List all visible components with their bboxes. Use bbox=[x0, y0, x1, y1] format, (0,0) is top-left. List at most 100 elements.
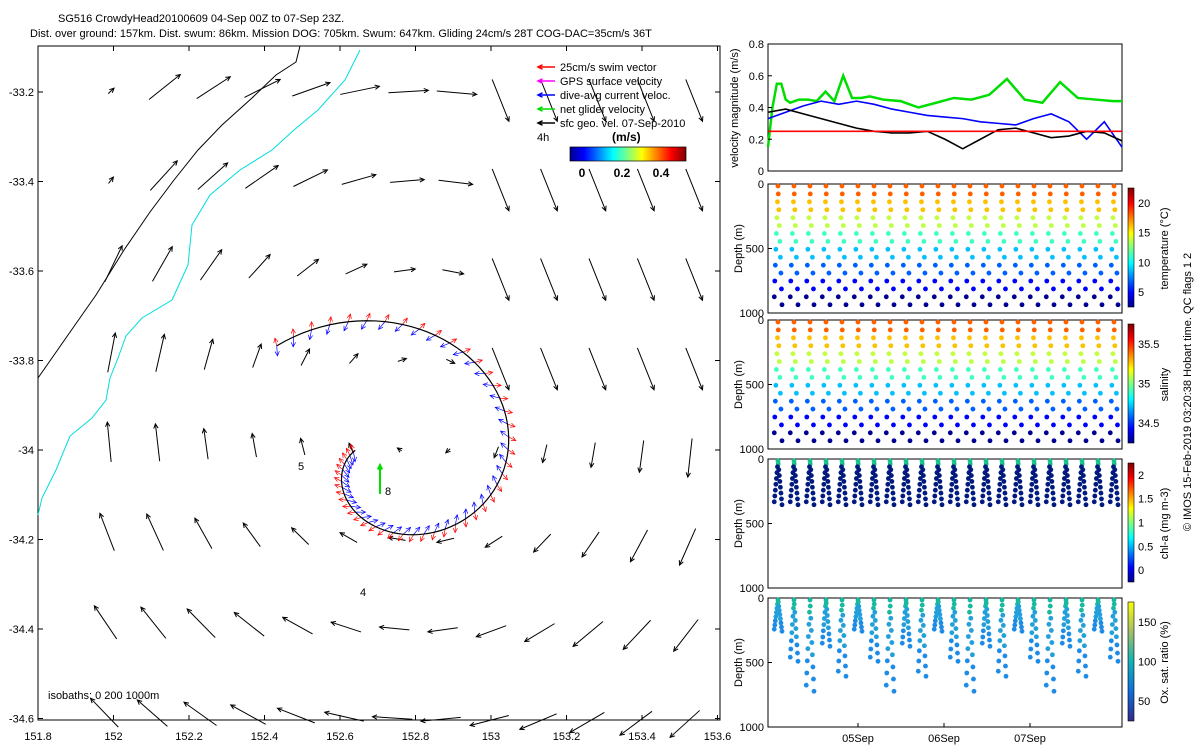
oxygen-point bbox=[868, 646, 874, 652]
chl-a-point bbox=[1000, 473, 1006, 478]
chl-a-point bbox=[809, 479, 815, 484]
oxygen-point bbox=[839, 597, 845, 603]
chl-a-point bbox=[795, 496, 800, 502]
temperature-point bbox=[824, 207, 830, 213]
temperature-point bbox=[938, 254, 943, 260]
current-vector bbox=[402, 526, 412, 535]
salinity-point bbox=[1019, 438, 1025, 444]
chl-a-point bbox=[921, 479, 927, 484]
temperature-point bbox=[1065, 239, 1071, 244]
temperature-point bbox=[1064, 223, 1070, 228]
salinity-point bbox=[918, 367, 923, 372]
temperature-point bbox=[823, 191, 829, 197]
temperature-point bbox=[986, 254, 991, 260]
temperature-point bbox=[936, 207, 942, 213]
temperature-point bbox=[790, 231, 795, 236]
map-xtick-label: 153.6 bbox=[704, 731, 732, 743]
current-vector bbox=[499, 453, 507, 463]
chl-a-point bbox=[1060, 493, 1066, 499]
chl-a-point bbox=[1043, 499, 1049, 505]
temperature-point bbox=[772, 262, 778, 268]
oxygen-point bbox=[998, 628, 1003, 633]
chl-a-point bbox=[1048, 473, 1054, 478]
oxygen-point bbox=[858, 620, 864, 626]
map-xtick-label: 152.8 bbox=[402, 731, 430, 743]
salinity-point bbox=[795, 438, 801, 444]
salinity-point bbox=[954, 406, 960, 412]
current-vector bbox=[343, 321, 349, 332]
surface-velocity-vector bbox=[581, 531, 600, 558]
oxygen-point bbox=[970, 652, 975, 658]
velocity-series bbox=[766, 72, 1122, 148]
salinity-point bbox=[811, 438, 817, 444]
temperature-point bbox=[984, 223, 990, 228]
map-ytick-label: -34.2 bbox=[9, 535, 34, 547]
salinity-point bbox=[939, 422, 944, 428]
salinity-point bbox=[793, 375, 799, 380]
temperature-point bbox=[971, 286, 976, 292]
current-vector bbox=[349, 455, 354, 466]
temperature-point bbox=[963, 294, 969, 300]
oxygen-point bbox=[807, 597, 813, 603]
oxygen-point bbox=[996, 648, 1002, 654]
temperature-point bbox=[919, 183, 925, 189]
surface-velocity-vector bbox=[540, 347, 559, 391]
surface-velocity-vector bbox=[629, 529, 648, 563]
chl-a-point bbox=[922, 484, 927, 490]
salinity-point bbox=[967, 327, 973, 333]
temperature-point bbox=[1109, 246, 1115, 252]
swim-vector bbox=[338, 457, 345, 465]
temperature-point bbox=[932, 278, 938, 284]
salinity-point bbox=[951, 327, 957, 333]
oxygen-point bbox=[1002, 643, 1007, 649]
temperature-point bbox=[937, 239, 943, 244]
temperature-point bbox=[843, 286, 848, 292]
salinity-point bbox=[964, 414, 970, 420]
salinity-point bbox=[1096, 343, 1102, 349]
chl-a-point bbox=[810, 484, 815, 490]
temperature-point bbox=[854, 215, 860, 221]
temperature-point bbox=[900, 262, 906, 268]
oxygen-point bbox=[1067, 643, 1073, 649]
oxygen-point bbox=[778, 620, 784, 626]
oxygen-point bbox=[915, 668, 921, 674]
temperature-point bbox=[1012, 262, 1018, 268]
oxygen-point bbox=[951, 605, 956, 611]
swim-vector bbox=[290, 328, 296, 337]
salinity-point bbox=[888, 359, 894, 364]
oxygen-point bbox=[987, 643, 993, 649]
velocity-y-ticks: 00.20.40.60.8 bbox=[749, 39, 772, 178]
surface-velocity-vector bbox=[107, 87, 115, 95]
temperature-point bbox=[905, 239, 911, 244]
oxygen-point bbox=[1060, 628, 1066, 634]
oxygen-point bbox=[836, 658, 842, 664]
oxygen-point bbox=[953, 626, 959, 631]
chl-a-point bbox=[906, 484, 911, 490]
temperature-point bbox=[1019, 286, 1024, 292]
surface-velocity-vector bbox=[419, 716, 461, 724]
salinity-point bbox=[1082, 390, 1087, 396]
temperature-point bbox=[1067, 302, 1073, 308]
salinity-point bbox=[1015, 319, 1021, 325]
salinity-point bbox=[1067, 422, 1072, 428]
surface-velocity-vector bbox=[201, 427, 209, 460]
chl-a-point bbox=[1067, 496, 1072, 502]
salinity-point bbox=[987, 438, 993, 444]
oxygen-point bbox=[1014, 610, 1019, 615]
temperature-point bbox=[1028, 262, 1034, 268]
surface-velocity-vector bbox=[491, 347, 510, 391]
chl-a-point bbox=[981, 481, 987, 487]
oxygen-point bbox=[835, 668, 841, 674]
chl-a-point bbox=[885, 481, 891, 487]
surface-velocity-vector bbox=[622, 619, 651, 651]
salinity-point bbox=[935, 327, 941, 333]
oxygen-point bbox=[1046, 634, 1051, 639]
temperature-point bbox=[887, 199, 892, 205]
temperature-point bbox=[947, 294, 953, 300]
surface-velocity-vector bbox=[636, 258, 655, 302]
temperature-point bbox=[1001, 239, 1007, 244]
salinity-point bbox=[1092, 398, 1098, 404]
oxygen-point bbox=[982, 616, 987, 621]
